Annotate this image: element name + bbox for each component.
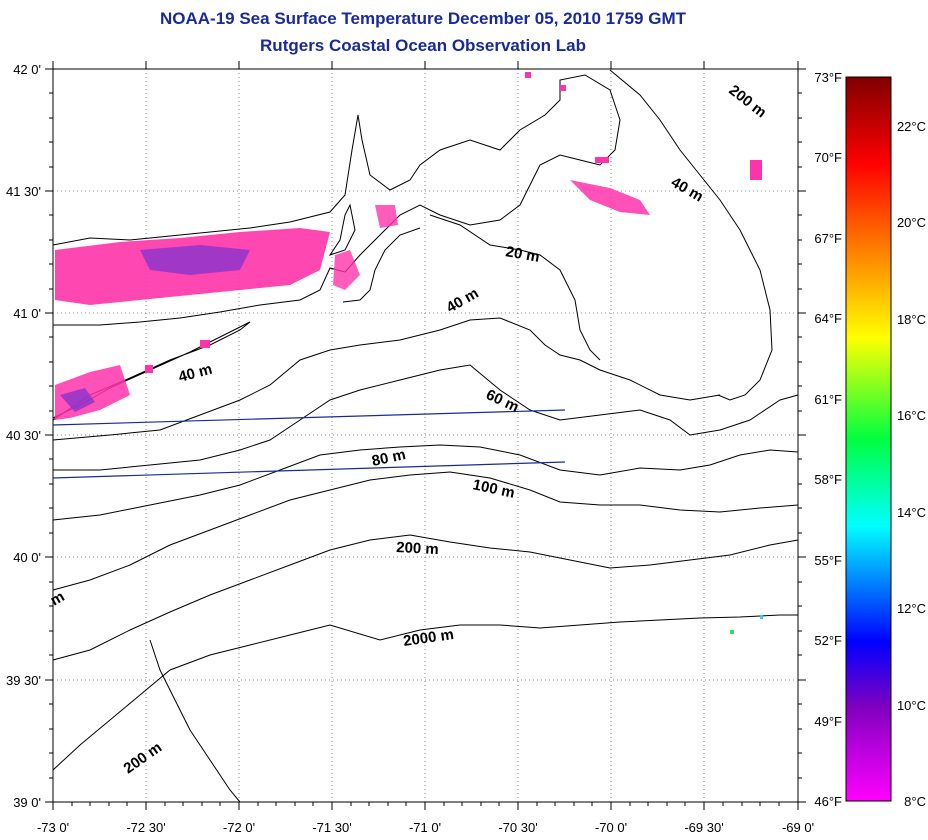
track-lines — [52, 409, 566, 479]
f-label: 67°F — [814, 231, 842, 246]
f-label: 73°F — [814, 70, 842, 85]
c-label: 20°C — [897, 215, 926, 230]
lat-label: 42 0' — [13, 62, 41, 77]
axis-ticks — [45, 61, 806, 810]
lat-label: 41 30' — [6, 184, 41, 199]
lon-label: -70 30' — [498, 820, 537, 835]
f-label: 46°F — [814, 794, 842, 809]
c-label: 18°C — [897, 312, 926, 327]
contour-label-80m: 80 m — [370, 446, 407, 470]
lat-label: 40 30' — [6, 428, 41, 443]
lon-label: -69 0' — [782, 820, 814, 835]
f-label: 58°F — [814, 472, 842, 487]
lon-label: -70 0' — [595, 820, 627, 835]
sst-pixels — [55, 72, 763, 634]
lon-label: -73 0' — [37, 820, 69, 835]
f-label: 70°F — [814, 150, 842, 165]
longitude-labels: -73 0' -72 30' -72 0' -71 30' -71 0' -70… — [37, 820, 814, 835]
f-label: 52°F — [814, 633, 842, 648]
coastline — [52, 69, 773, 421]
c-label: 10°C — [897, 698, 926, 713]
lon-label: -72 0' — [223, 820, 255, 835]
colorbar — [845, 76, 892, 802]
lat-label: 40 0' — [13, 550, 41, 565]
c-label: 16°C — [897, 408, 926, 423]
lat-label: 39 30' — [6, 673, 41, 688]
map-subtitle: Rutgers Coastal Ocean Observation Lab — [260, 36, 586, 55]
contour-label-2000m: 2000 m — [402, 626, 455, 650]
lon-label: -71 30' — [312, 820, 351, 835]
f-label: 49°F — [814, 714, 842, 729]
f-label: 64°F — [814, 311, 842, 326]
graticule — [53, 69, 798, 802]
c-label: 14°C — [897, 505, 926, 520]
f-label: 61°F — [814, 392, 842, 407]
lon-label: -72 30' — [126, 820, 165, 835]
colorbar-celsius-labels: 22°C 20°C 18°C 16°C 14°C 12°C 10°C 8°C — [897, 119, 926, 809]
lon-label: -71 0' — [409, 820, 441, 835]
c-label: 8°C — [904, 794, 926, 809]
lat-label: 39 0' — [13, 795, 41, 810]
lon-label: -69 30' — [684, 820, 723, 835]
map-title: NOAA-19 Sea Surface Temperature December… — [160, 9, 686, 28]
c-label: 12°C — [897, 601, 926, 616]
contour-label-20m: 20 m — [504, 243, 541, 266]
contour-label-200m-mid: 200 m — [396, 539, 439, 558]
c-label: 22°C — [897, 119, 926, 134]
colorbar-fahrenheit-labels: 73°F 70°F 67°F 64°F 61°F 58°F 55°F 52°F … — [814, 70, 842, 809]
latitude-labels: 42 0' 41 30' 41 0' 40 30' 40 0' 39 30' 3… — [6, 62, 41, 810]
f-label: 55°F — [814, 553, 842, 568]
bathymetry-contours — [52, 317, 799, 803]
minor-ticks — [49, 92, 802, 806]
lat-label: 41 0' — [13, 306, 41, 321]
